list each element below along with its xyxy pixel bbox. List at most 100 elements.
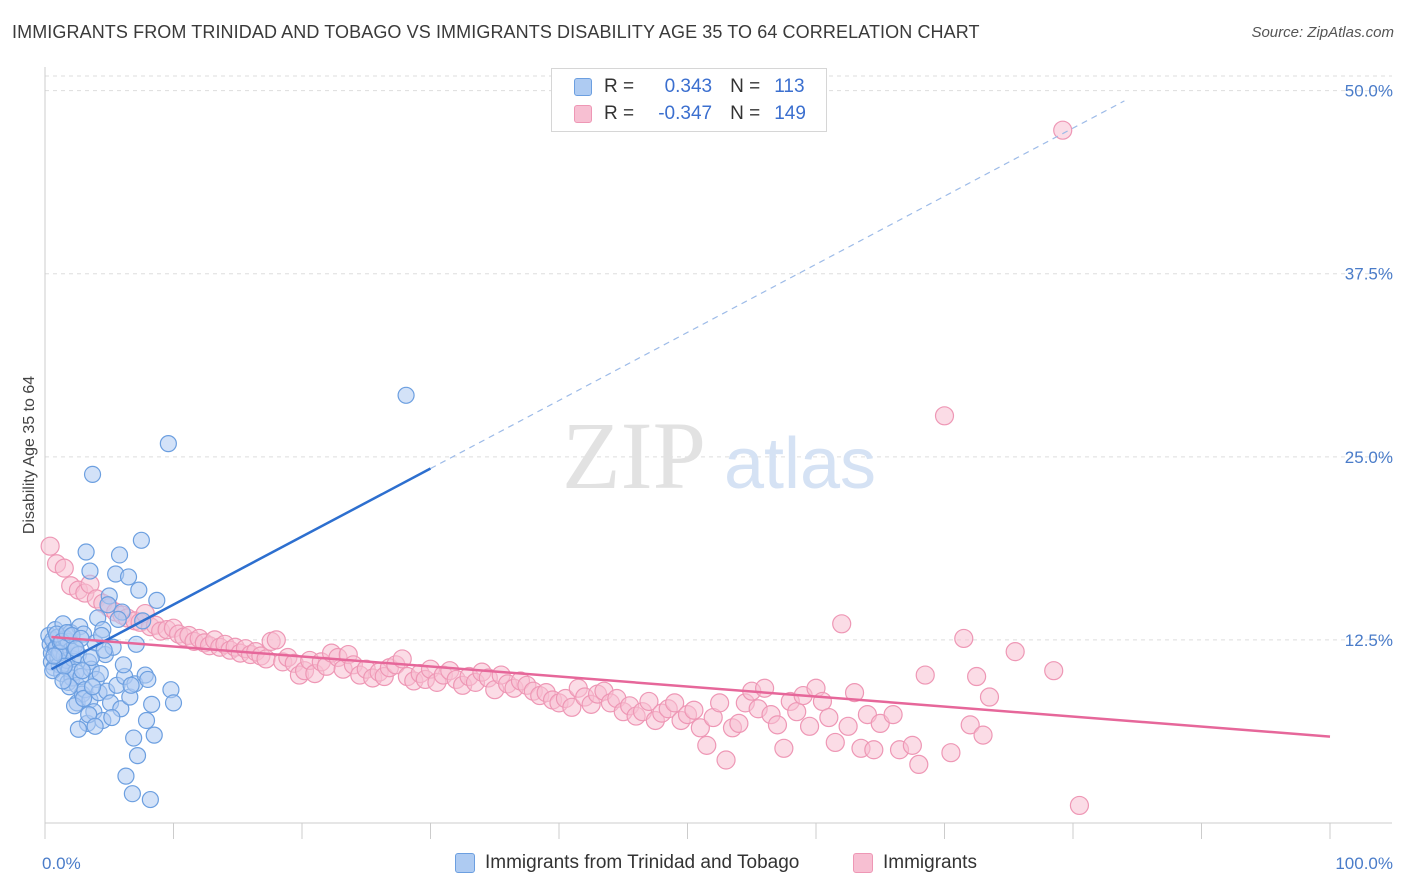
trinidad-point	[81, 562, 99, 580]
trinidad-point	[159, 435, 177, 453]
immigrants-point	[1053, 120, 1073, 140]
legend-r-value: -0.347	[658, 103, 713, 124]
trinidad-point	[69, 720, 88, 738]
legend-row-trinidad: R = 0.343 N = 113	[574, 74, 805, 100]
immigrants-point	[665, 693, 685, 713]
y-axis-label: Disability Age 35 to 64	[21, 376, 38, 534]
trinidad-point	[164, 694, 183, 712]
trinidad-trend-extension	[430, 100, 1125, 470]
trinidad-points	[40, 386, 415, 809]
grid-lines	[45, 75, 1392, 641]
immigrants-point	[915, 665, 935, 685]
trinidad-point	[74, 689, 93, 708]
trinidad-point	[125, 729, 143, 747]
legend-r-label: R =	[604, 76, 635, 97]
series-legend: Immigrants from Trinidad and Tobago Immi…	[0, 852, 1406, 878]
immigrants-point	[799, 716, 820, 736]
legend-n-value: 149	[774, 103, 806, 124]
trinidad-point	[45, 647, 63, 665]
trinidad-point	[109, 610, 127, 629]
immigrants-point	[909, 754, 929, 775]
immigrants-point	[1069, 795, 1090, 816]
watermark: ZIP atlas	[562, 402, 876, 509]
trinidad-point	[83, 678, 102, 696]
trinidad-point	[128, 747, 147, 765]
immigrants-point	[832, 614, 852, 634]
immigrants-point	[697, 735, 717, 755]
blue-swatch	[574, 78, 592, 96]
trinidad-point	[122, 676, 140, 694]
watermark-atlas: atlas	[724, 424, 876, 504]
trinidad-point	[86, 717, 104, 735]
immigrants-point	[812, 691, 833, 712]
legend-n-label: N =	[730, 76, 761, 97]
immigrants-point	[710, 693, 730, 713]
legend-n-value: 113	[774, 76, 805, 97]
trinidad-point	[117, 767, 135, 785]
y-tick-label: 37.5%	[1345, 265, 1393, 284]
axes	[44, 67, 1392, 839]
trinidad-point	[148, 591, 166, 609]
immigrants-point	[973, 725, 993, 745]
chart-title: IMMIGRANTS FROM TRINIDAD AND TOBAGO VS I…	[12, 22, 980, 42]
legend-n-label: N =	[730, 103, 761, 124]
immigrants-point	[684, 700, 704, 720]
immigrants-point	[787, 702, 807, 722]
immigrants-point	[639, 691, 659, 712]
pink-swatch	[853, 853, 873, 873]
immigrants-trend-line	[51, 635, 1331, 738]
trinidad-point	[145, 726, 163, 744]
immigrants-point	[54, 558, 74, 578]
trinidad-point	[77, 543, 95, 561]
immigrants-point	[690, 718, 710, 738]
immigrants-point	[844, 683, 865, 703]
chart-source: Source: ZipAtlas.com	[1251, 24, 1394, 41]
trinidad-point	[103, 708, 121, 727]
trinidad-point	[139, 670, 157, 689]
y-tick-label: 50.0%	[1345, 82, 1393, 101]
legend-label-immigrants: Immigrants	[883, 852, 977, 873]
immigrants-point	[767, 715, 788, 735]
pink-swatch	[574, 105, 592, 123]
immigrants-point	[774, 738, 794, 758]
trinidad-point	[54, 672, 72, 690]
immigrants-point	[838, 716, 858, 736]
y-tick-label: 12.5%	[1345, 631, 1393, 650]
trinidad-point	[91, 664, 109, 683]
trinidad-point	[123, 785, 141, 803]
trinidad-point	[143, 695, 161, 713]
y-tick-label: 25.0%	[1345, 448, 1393, 467]
immigrants-point	[883, 705, 903, 725]
immigrants-point	[266, 630, 286, 650]
immigrants-points	[40, 120, 1090, 816]
blue-swatch	[455, 853, 475, 873]
immigrants-point	[40, 536, 60, 556]
legend-item-trinidad: Immigrants from Trinidad and Tobago	[455, 852, 799, 874]
trinidad-point	[110, 546, 129, 564]
legend-row-immigrants: R = -0.347 N = 149	[574, 101, 806, 127]
trinidad-point	[130, 581, 148, 599]
immigrants-point	[960, 715, 980, 735]
immigrants-point	[902, 735, 922, 755]
trinidad-trend-line	[50, 467, 432, 671]
x-tick-label: 0.0%	[42, 854, 81, 873]
immigrants-point	[941, 743, 961, 763]
trinidad-point	[137, 711, 156, 730]
trinidad-point	[114, 656, 132, 674]
immigrants-point	[825, 732, 845, 753]
watermark-zip: ZIP	[562, 402, 706, 509]
trinidad-point	[132, 531, 150, 549]
x-tick-label: 100.0%	[1335, 854, 1393, 873]
immigrants-point	[562, 697, 582, 717]
immigrants-point	[934, 406, 955, 426]
immigrants-point	[864, 740, 884, 760]
immigrants-point	[954, 628, 974, 649]
legend-item-immigrants: Immigrants	[853, 852, 977, 874]
immigrants-point	[979, 687, 1000, 707]
correlation-legend: R = 0.343 N = 113 R = -0.347 N = 149	[551, 68, 827, 132]
trinidad-point	[141, 790, 159, 809]
immigrants-point	[967, 666, 987, 687]
immigrants-point	[729, 713, 749, 734]
immigrants-point	[1044, 661, 1064, 681]
